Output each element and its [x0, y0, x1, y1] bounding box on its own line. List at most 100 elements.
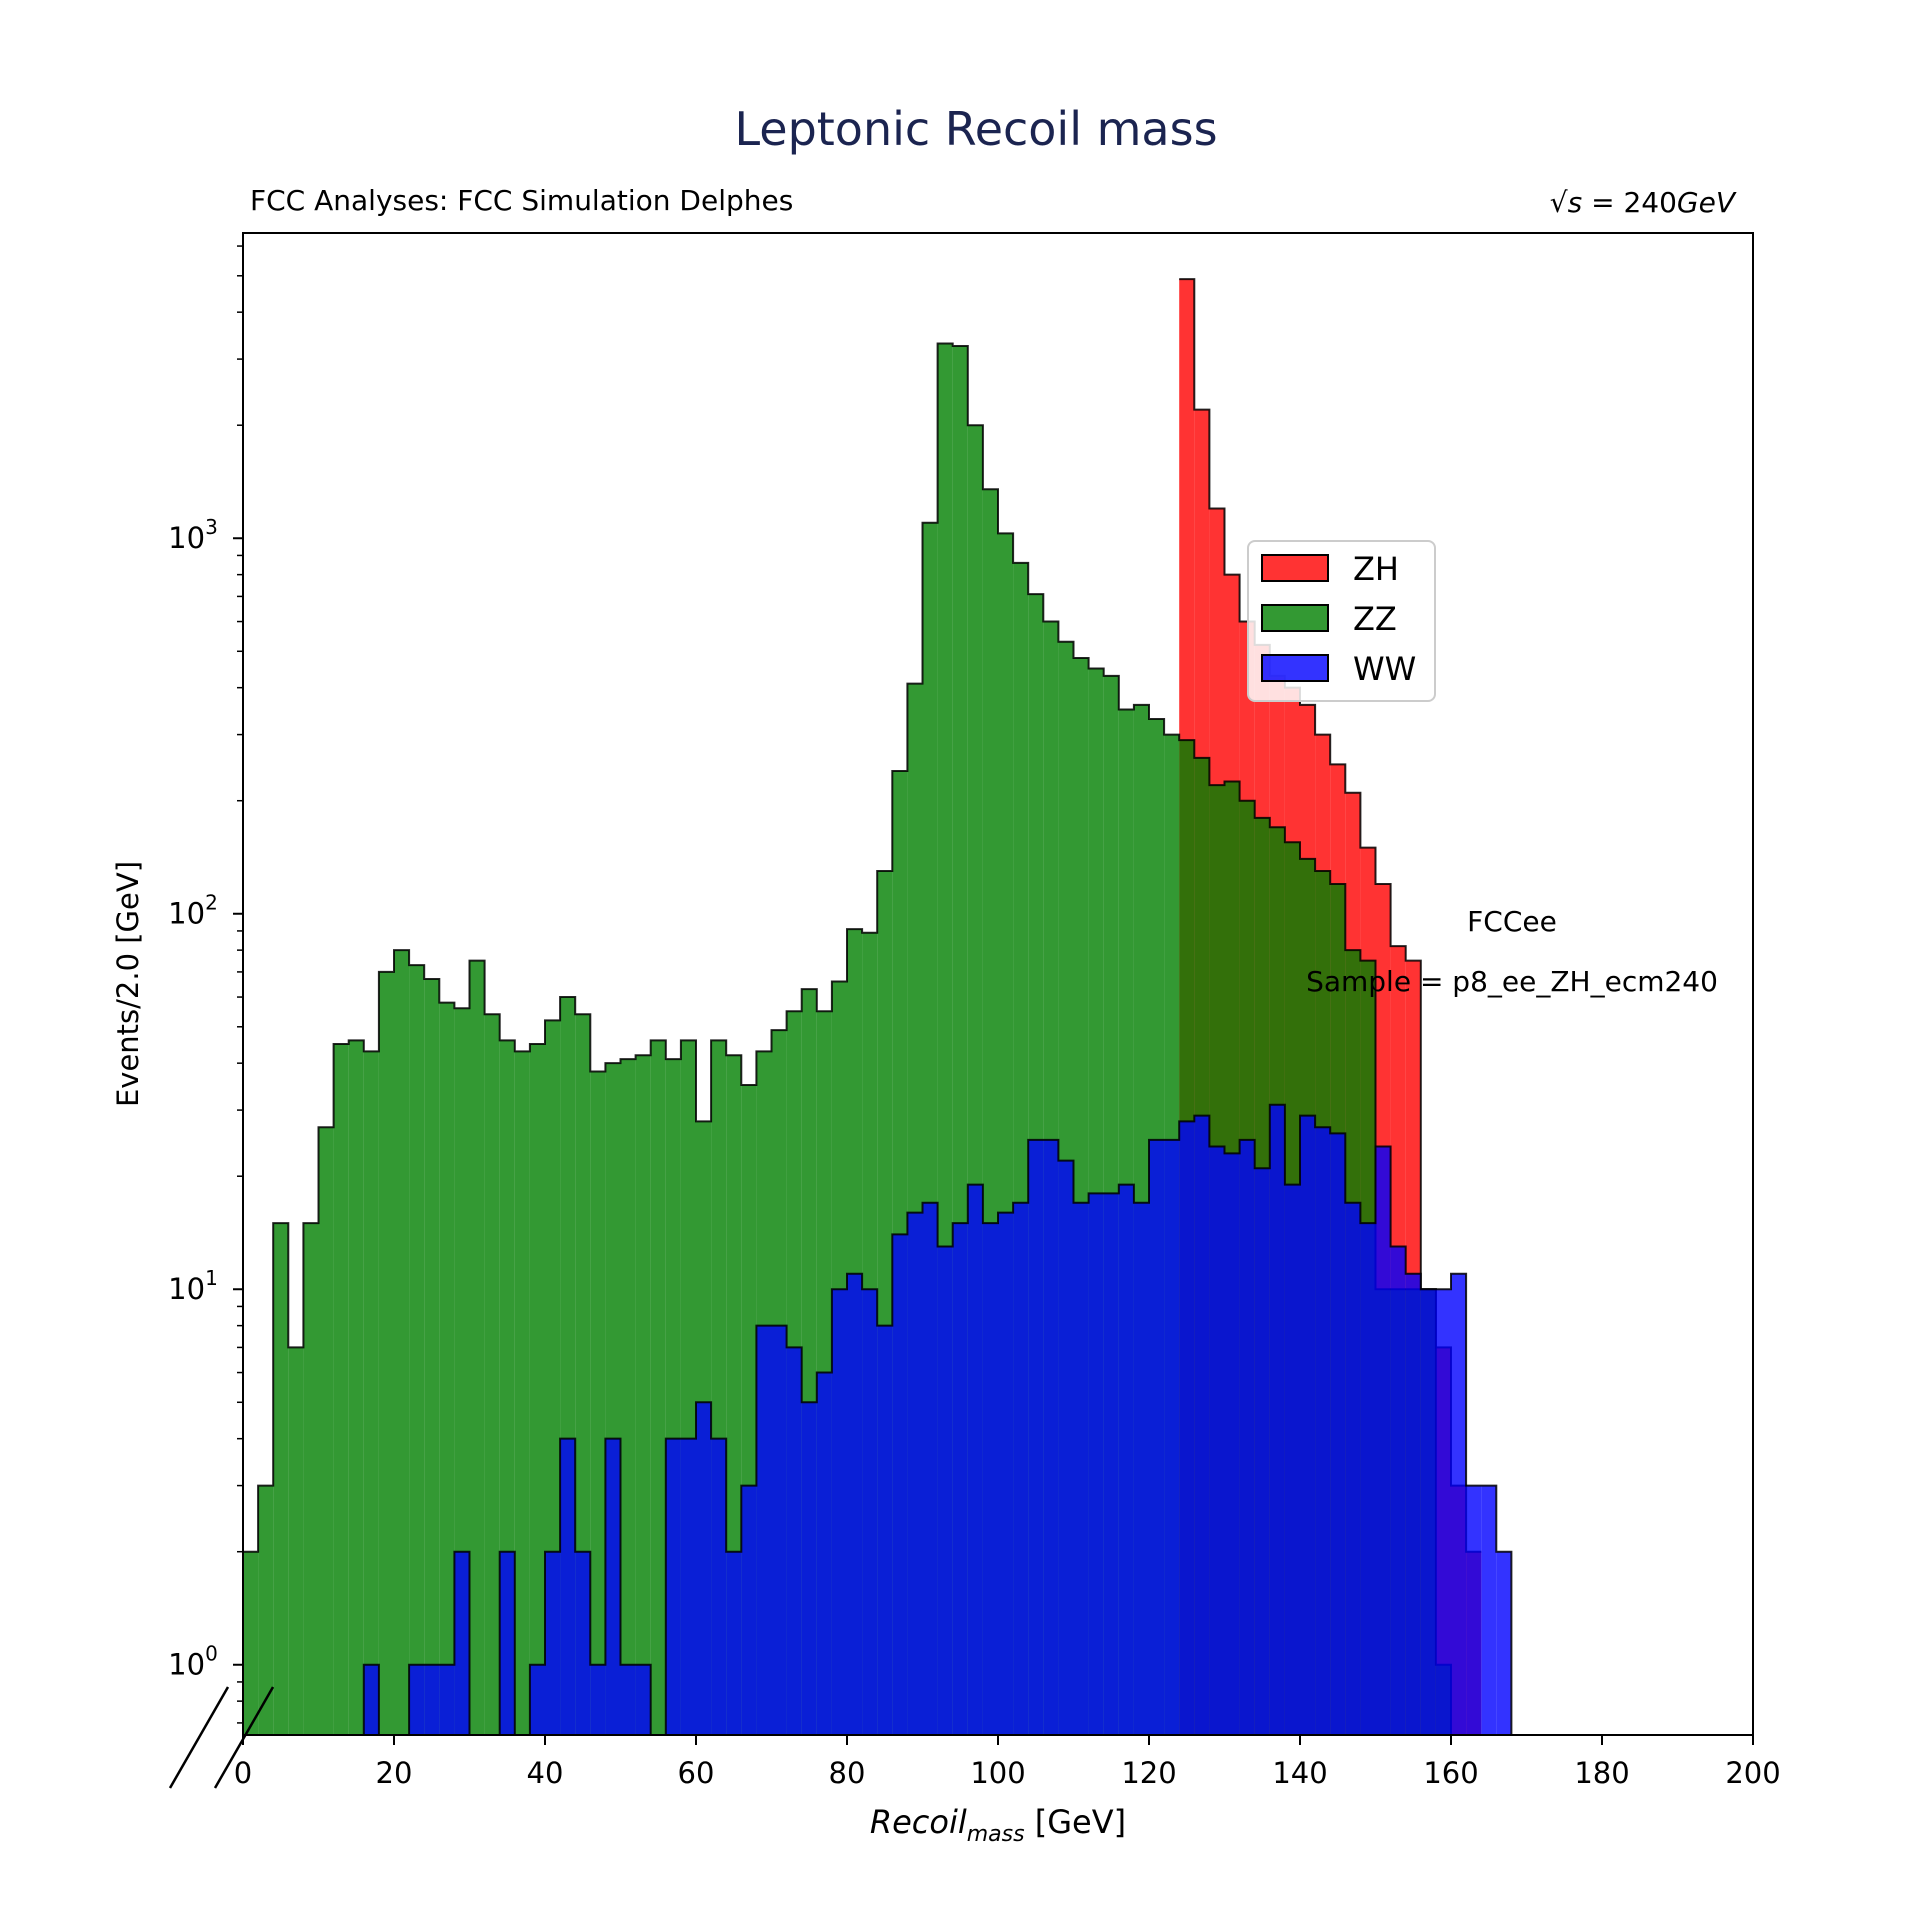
ww-bin-22 [575, 1551, 591, 1735]
x-tick-label-20: 20 [376, 1756, 413, 1790]
ww-bin-51 [1013, 1202, 1029, 1735]
ww-bin-25 [620, 1664, 636, 1735]
ww-bin-57 [1103, 1193, 1119, 1735]
zz-bin-27 [650, 1040, 666, 1735]
sqrt-symbol: √ [1550, 186, 1568, 219]
energy-value: = 240 [1582, 186, 1677, 219]
x-label-unit: [GeV] [1025, 1803, 1127, 1841]
ww-bin-78 [1420, 1289, 1436, 1735]
legend-label-zh: ZH [1353, 550, 1399, 588]
x-tick-label-140: 140 [1272, 1756, 1327, 1790]
ww-bin-11 [409, 1664, 425, 1735]
header-right: √s = 240GeV [1550, 186, 1737, 219]
zz-bin-26 [635, 1055, 651, 1735]
ww-bin-70 [1300, 1115, 1316, 1735]
ww-bin-8 [363, 1664, 379, 1735]
ww-bin-58 [1118, 1184, 1134, 1735]
ww-bin-68 [1269, 1104, 1285, 1735]
ww-bin-48 [967, 1184, 983, 1735]
ww-bin-66 [1239, 1139, 1255, 1735]
zz-bin-5 [318, 1127, 334, 1735]
x-tick-label-120: 120 [1121, 1756, 1176, 1790]
legend-swatch-ww [1261, 654, 1329, 682]
ww-bin-19 [529, 1664, 545, 1735]
ww-bin-28 [665, 1438, 681, 1735]
ww-bin-41 [862, 1289, 878, 1735]
zz-bin-6 [333, 1043, 349, 1735]
zz-bin-10 [394, 950, 410, 1735]
zz-bin-23 [590, 1071, 606, 1735]
ww-bin-81 [1466, 1485, 1482, 1735]
x-axis-label: Recoilmass [GeV] [870, 1803, 1126, 1847]
zz-bin-11 [409, 965, 425, 1735]
ww-bin-39 [831, 1289, 847, 1735]
ww-bin-26 [635, 1664, 651, 1735]
y-tick-label-0: 100 [168, 1642, 218, 1682]
legend-swatch-zh [1261, 554, 1329, 582]
ww-bin-75 [1375, 1146, 1391, 1735]
ww-bin-47 [952, 1223, 968, 1735]
annotation-fccee: FCCee [1467, 905, 1557, 938]
zz-bin-12 [424, 979, 440, 1735]
ww-bin-54 [1058, 1160, 1074, 1735]
zz-outline [243, 342, 1753, 1735]
ww-bin-73 [1345, 1202, 1361, 1735]
ww-bin-80 [1451, 1273, 1467, 1735]
zz-bin-25 [620, 1059, 636, 1735]
ww-bin-82 [1481, 1485, 1497, 1735]
ww-bin-64 [1209, 1146, 1225, 1735]
plot-area [243, 278, 1753, 1735]
zz-bin-18 [514, 1051, 530, 1735]
ww-bin-56 [1088, 1193, 1104, 1735]
legend-swatch-zz [1261, 604, 1329, 632]
ww-bin-83 [1496, 1551, 1512, 1735]
ww-bin-76 [1390, 1246, 1406, 1735]
x-tick-label-100: 100 [970, 1756, 1025, 1790]
y-tick-label-1: 101 [168, 1266, 218, 1306]
ww-bin-12 [424, 1664, 440, 1735]
x-axis: 0 20 40 60 80 100 120 140 160 180 200 [234, 1735, 1781, 1790]
chart-title: Leptonic Recoil mass [734, 102, 1217, 156]
zz-bin-4 [303, 1223, 319, 1735]
ww-bin-67 [1254, 1168, 1270, 1735]
x-label-main: Recoil [870, 1803, 967, 1841]
zz-bin-1 [258, 1485, 274, 1735]
zz-bin-0 [243, 1551, 259, 1735]
ww-bin-21 [560, 1438, 576, 1735]
ww-bin-74 [1360, 1223, 1376, 1735]
y-tick-label-2: 102 [168, 891, 218, 931]
ww-bin-61 [1164, 1139, 1180, 1735]
zz-bin-3 [288, 1347, 304, 1735]
ww-bin-31 [711, 1438, 727, 1735]
ww-bin-69 [1284, 1184, 1300, 1735]
ww-bin-13 [439, 1664, 455, 1735]
series-ww [243, 1103, 1753, 1735]
sqrt-s: s [1568, 186, 1583, 219]
y-tick-label-3: 103 [168, 515, 218, 555]
x-tick-label-200: 200 [1725, 1756, 1780, 1790]
zz-bin-13 [439, 1002, 455, 1735]
ww-bin-53 [1043, 1139, 1059, 1735]
ww-bin-17 [499, 1551, 515, 1735]
ww-bin-45 [922, 1202, 938, 1735]
zz-bin-19 [529, 1043, 545, 1735]
ww-bin-30 [696, 1402, 712, 1735]
ww-bin-60 [1149, 1139, 1165, 1735]
energy-unit: GeV [1677, 186, 1737, 219]
ww-bin-34 [756, 1325, 772, 1735]
ww-bin-43 [892, 1234, 908, 1735]
histogram-bars [243, 278, 1753, 1735]
zz-bin-2 [273, 1223, 289, 1735]
ww-bin-38 [816, 1372, 832, 1735]
ww-bin-20 [545, 1551, 561, 1735]
ww-bin-63 [1194, 1115, 1210, 1735]
x-tick-label-80: 80 [829, 1756, 866, 1790]
ww-bin-59 [1133, 1202, 1149, 1735]
ww-bin-37 [801, 1402, 817, 1735]
ww-bin-65 [1224, 1153, 1240, 1735]
x-tick-label-60: 60 [678, 1756, 715, 1790]
ww-bin-71 [1315, 1127, 1331, 1735]
ww-bin-33 [741, 1485, 757, 1735]
x-tick-label-160: 160 [1423, 1756, 1478, 1790]
